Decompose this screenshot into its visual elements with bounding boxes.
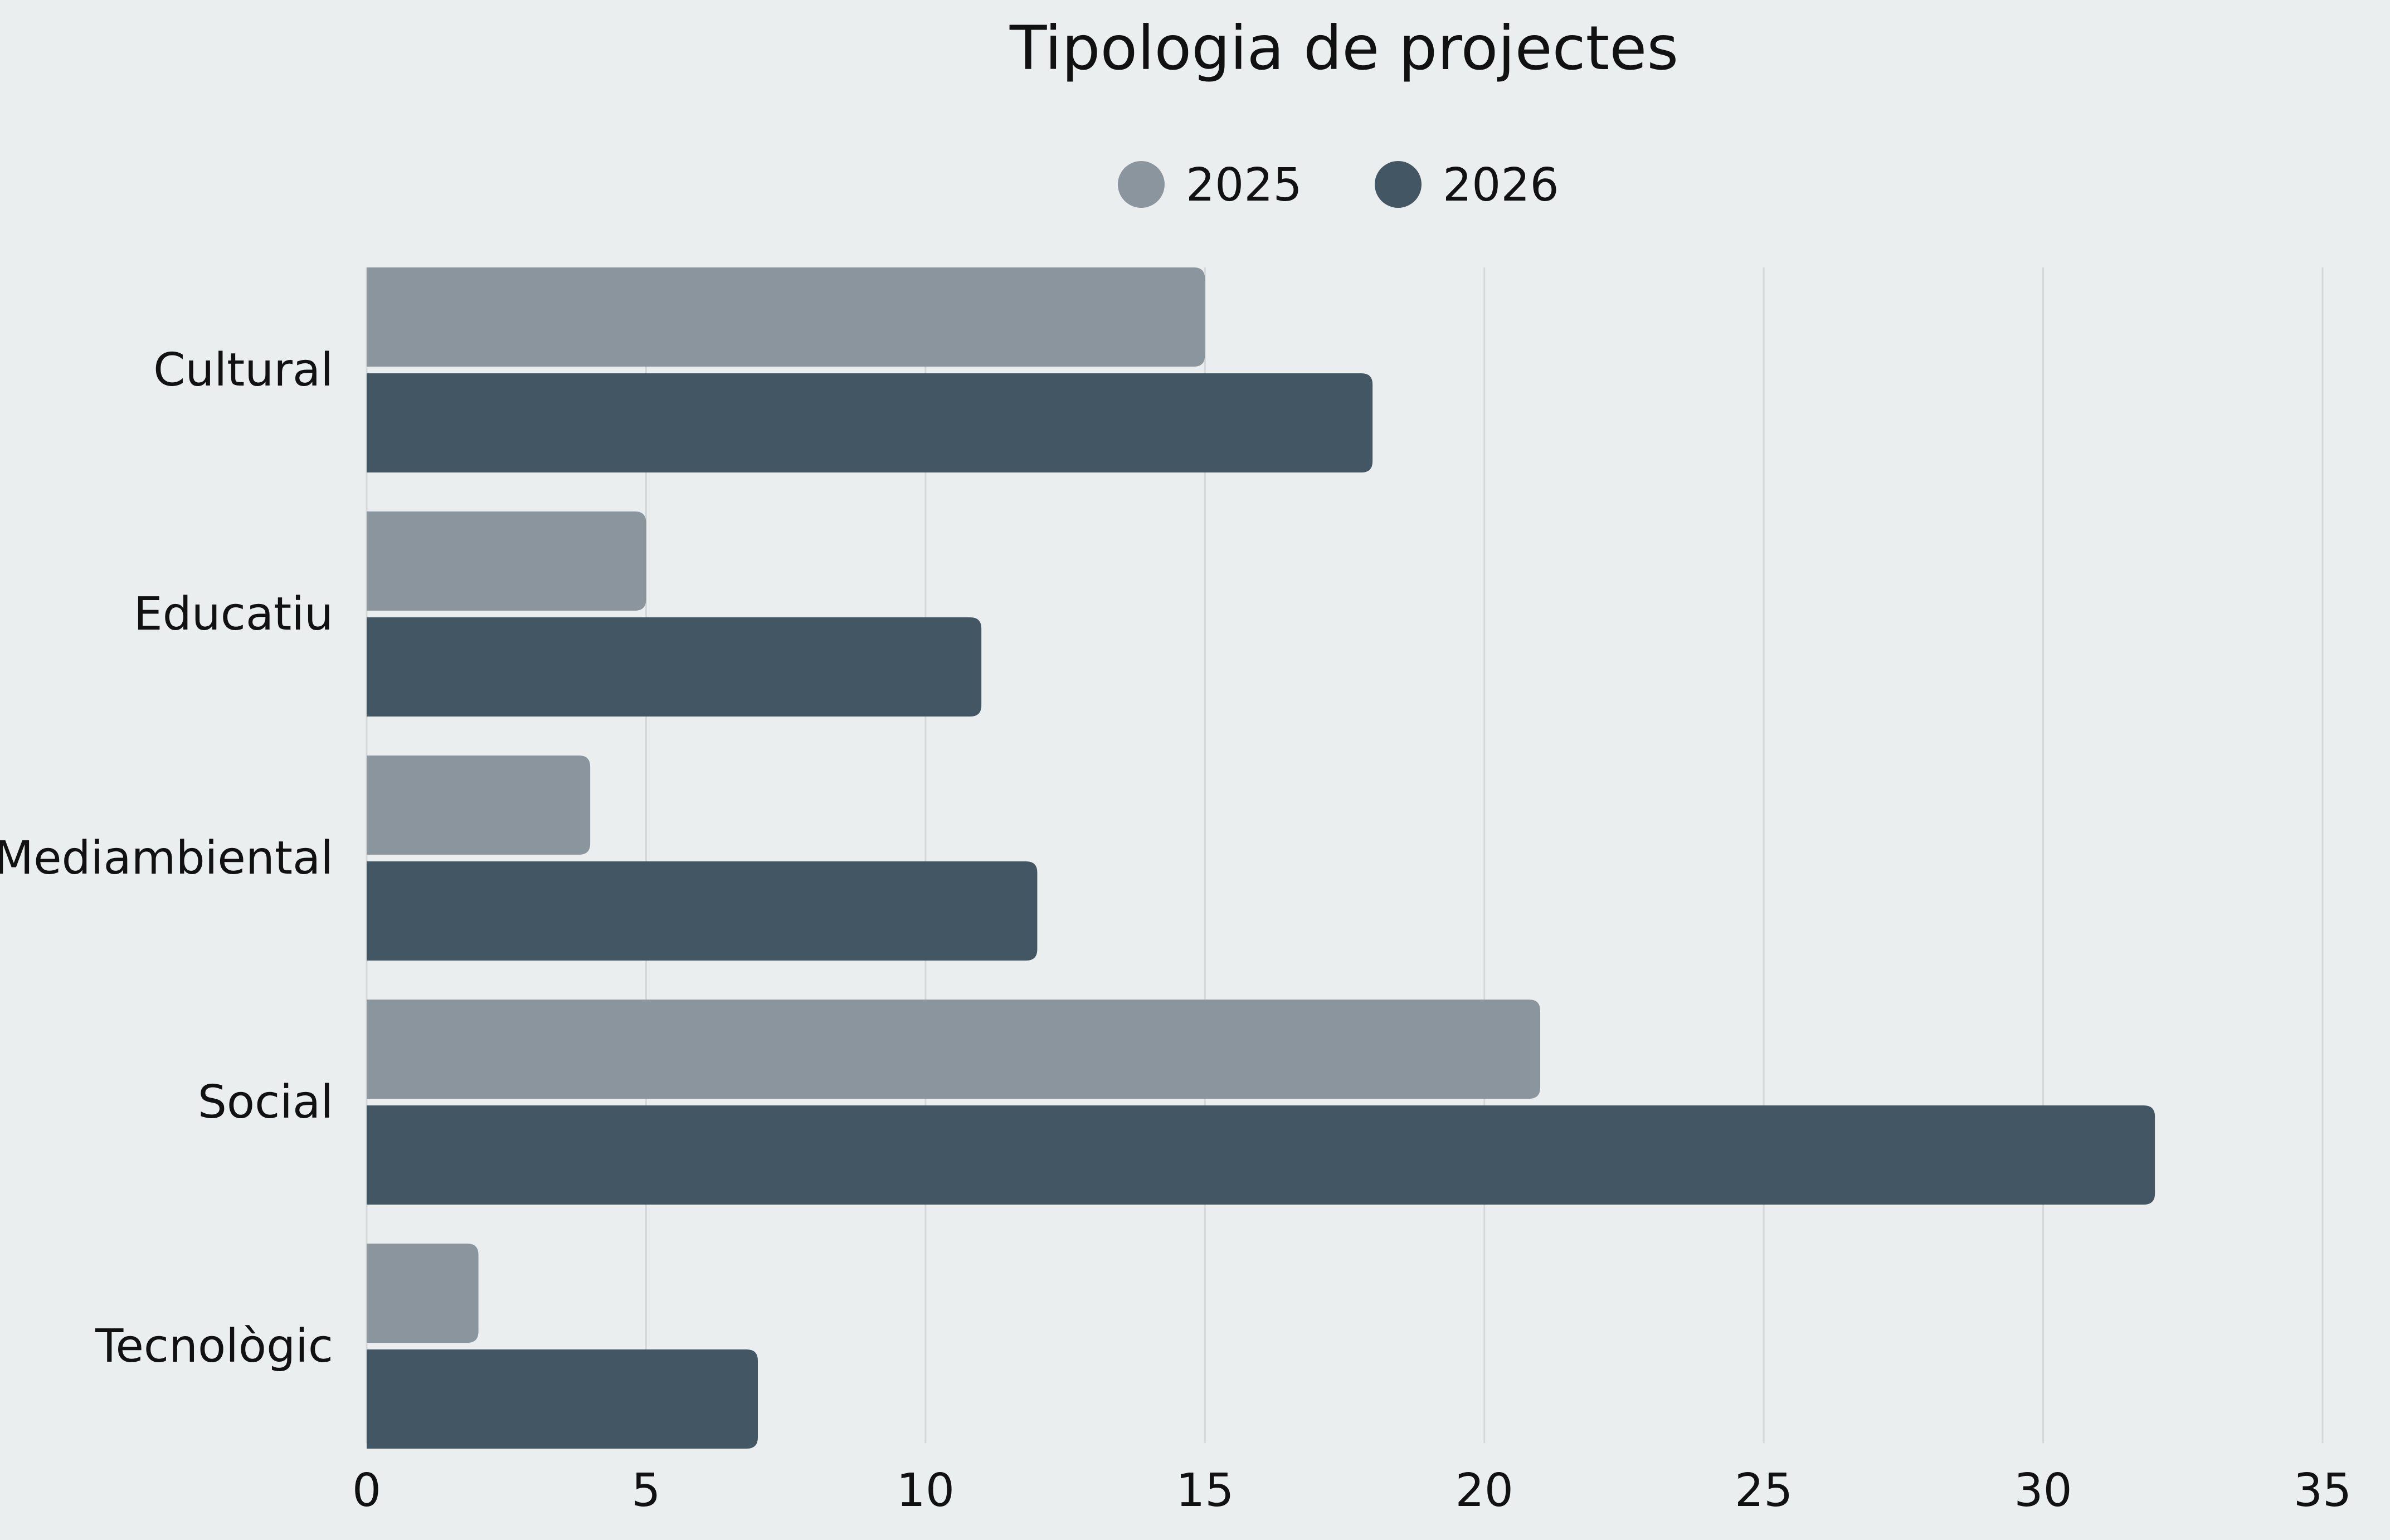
x-tick-label: 20: [1456, 1464, 1513, 1517]
bar-2025-mediambiental: [367, 756, 591, 855]
legend-marker-2025: [1118, 161, 1165, 208]
x-tick-label: 0: [352, 1464, 381, 1517]
category-label: Mediambiental: [0, 832, 333, 885]
x-axis-ticks: 0 5 10 15 20 25 30 35: [352, 1464, 2352, 1517]
x-tick-label: 15: [1176, 1464, 1234, 1517]
category-labels: Cultural Educatiu Mediambiental Social Tecno…: [0, 344, 333, 1373]
bar-2026-mediambiental: [367, 861, 1038, 961]
chart-title: Tipologia de projectes: [1009, 13, 1678, 84]
x-tick-label: 35: [2294, 1464, 2352, 1517]
legend: 2025 2026: [1118, 159, 1559, 212]
legend-label-2026: 2026: [1443, 159, 1559, 212]
bar-2026-cultural: [367, 373, 1373, 472]
bar-2025-educatiu: [367, 511, 646, 611]
bar-2025-cultural: [367, 267, 1205, 367]
x-tick-label: 5: [631, 1464, 660, 1517]
category-label: Tecnològic: [95, 1320, 333, 1373]
legend-marker-2026: [1375, 161, 1422, 208]
bar-2025-tecnològic: [367, 1244, 479, 1343]
bar-2026-educatiu: [367, 617, 982, 717]
bar-2025-social: [367, 1000, 1540, 1099]
bars: [367, 267, 2155, 1449]
x-tick-label: 25: [1735, 1464, 1793, 1517]
bar-2026-tecnològic: [367, 1349, 758, 1449]
category-label: Cultural: [153, 344, 333, 397]
category-label: Educatiu: [134, 588, 333, 641]
category-label: Social: [198, 1076, 333, 1129]
x-tick-label: 10: [897, 1464, 955, 1517]
legend-label-2025: 2025: [1186, 159, 1302, 212]
bar-2026-social: [367, 1105, 2155, 1205]
x-tick-label: 30: [2014, 1464, 2072, 1517]
